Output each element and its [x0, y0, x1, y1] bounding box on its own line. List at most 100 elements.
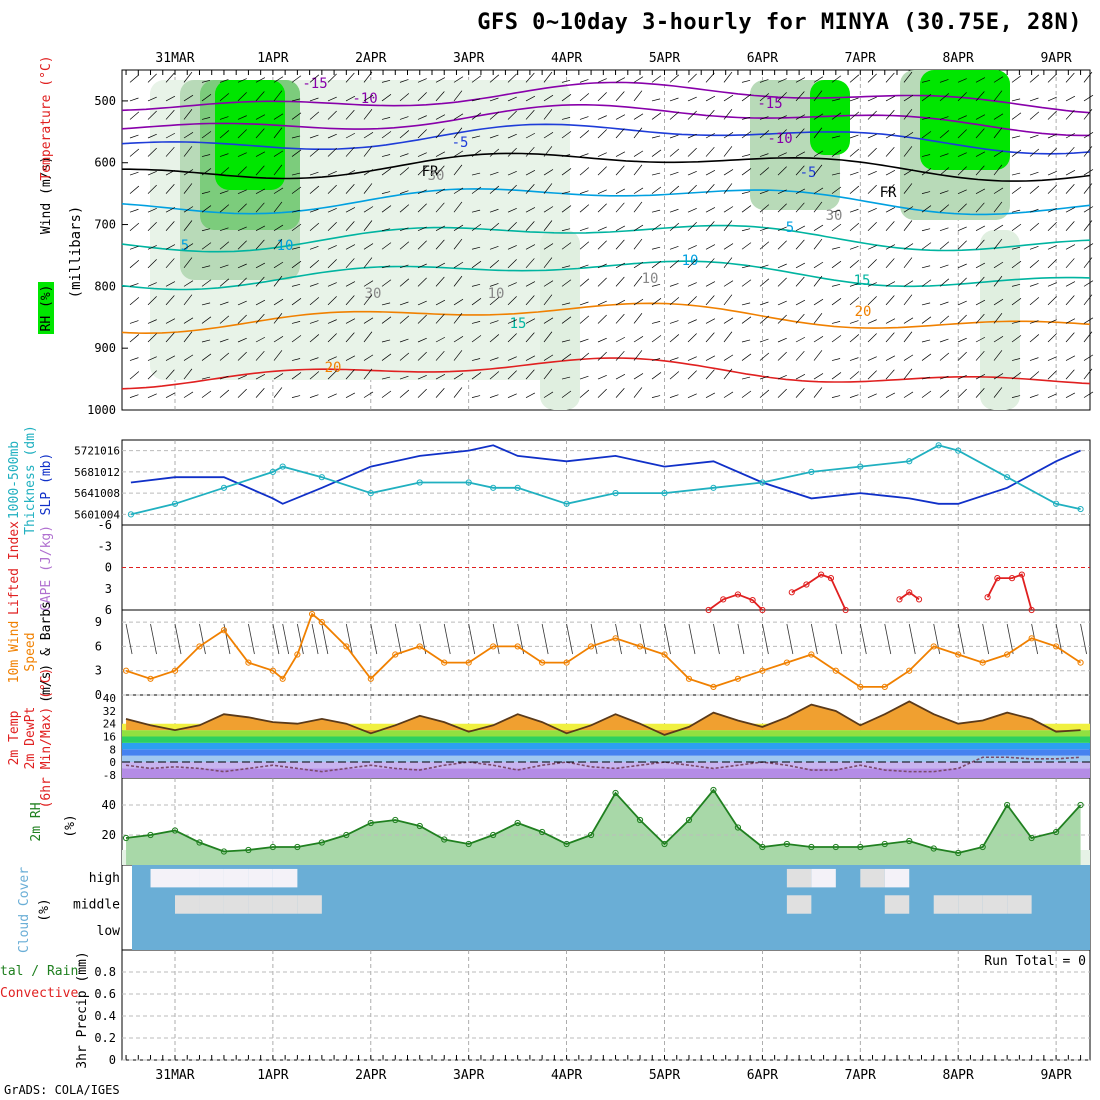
wind-barb — [813, 224, 824, 232]
wind-barb — [615, 239, 625, 250]
wind-barb — [651, 149, 662, 157]
wind-barb — [255, 299, 266, 306]
cloud-cell — [786, 895, 812, 914]
wind-barb — [255, 91, 265, 102]
wind-barb — [813, 76, 824, 83]
wind-barb — [777, 337, 787, 343]
rh2m-line — [125, 788, 1082, 854]
wind-barb — [147, 208, 157, 213]
wind-barb — [399, 338, 409, 343]
wind-barb — [885, 369, 895, 380]
wind-barb — [957, 129, 967, 139]
wind-barb — [327, 208, 337, 213]
wind-barb — [273, 350, 283, 361]
wind-barb — [993, 275, 1003, 287]
wind-barb — [921, 376, 931, 380]
wind-barb — [759, 130, 770, 139]
wind-barb — [1029, 320, 1039, 324]
wind-barb — [705, 369, 715, 380]
wind-barb — [417, 152, 427, 157]
wind-barb — [363, 220, 373, 231]
wind10m-barb — [957, 623, 965, 655]
wind-barb — [651, 335, 662, 343]
slp-line — [130, 444, 1081, 505]
rh2m-line-marker — [955, 849, 962, 857]
wind-barb — [543, 280, 554, 287]
wind-barb — [993, 298, 1004, 306]
temp-tick-label: 0 — [109, 756, 116, 769]
wind-barb — [291, 372, 302, 380]
wind-barb — [615, 299, 626, 306]
wind-barb — [813, 373, 824, 380]
wind-barb — [1011, 75, 1022, 83]
wind-barb — [759, 153, 769, 157]
wind-barb — [723, 146, 733, 157]
wind-barb — [849, 171, 859, 176]
wind-barb — [507, 259, 517, 269]
wind-barb — [543, 257, 553, 269]
wind-barb — [939, 116, 949, 120]
wind-barb — [993, 313, 1003, 324]
wind-barb — [237, 351, 247, 361]
wind-barb — [885, 258, 895, 269]
contour-label: 15 — [510, 316, 527, 332]
wind-barb — [237, 314, 247, 324]
wind-barb — [579, 278, 590, 287]
rh-legend-swatch — [38, 282, 54, 334]
wind-barb — [129, 208, 139, 213]
wind-barb — [1065, 258, 1075, 269]
wind10m-line-marker — [1028, 635, 1035, 642]
wind10m-barb — [468, 623, 476, 655]
wind-barb — [849, 357, 859, 361]
wind-barb — [921, 191, 931, 194]
wind-barb — [561, 242, 572, 250]
wind-barb — [525, 72, 535, 83]
wind-barb — [273, 201, 283, 213]
wind-barb — [453, 127, 463, 139]
bottom-date-label: 6APR — [747, 1068, 778, 1083]
wind-barb — [1047, 110, 1057, 120]
wind-barb — [831, 246, 841, 250]
wind-barb — [489, 208, 499, 213]
li-tick-label: 0 — [105, 561, 112, 575]
wind-barb — [759, 352, 770, 361]
wind-barb — [273, 298, 284, 306]
temperature-color-band — [122, 742, 1090, 750]
wind-barb — [471, 112, 482, 120]
wind-barb — [885, 95, 896, 102]
wind-barb — [237, 78, 247, 83]
wind-barb — [579, 375, 589, 380]
wind10m-line-marker — [1077, 659, 1084, 666]
wind-barb — [741, 191, 751, 194]
wind-barb — [723, 280, 734, 287]
wind-barb — [1029, 185, 1040, 194]
wind-barb — [561, 302, 571, 306]
wind-barb — [903, 280, 914, 287]
wind-barb — [147, 259, 157, 269]
wind-barb — [849, 297, 860, 306]
wind-barb — [687, 333, 697, 343]
cloud-label-b: (%) — [37, 898, 52, 921]
wind-barb — [615, 165, 625, 176]
wind-barb — [885, 184, 895, 194]
wind-barb — [705, 221, 715, 231]
wind-barb — [489, 134, 499, 139]
wind-barb — [1011, 209, 1021, 213]
wind-barb — [435, 262, 446, 269]
wind-barb — [309, 283, 319, 287]
rh2m-fill — [126, 790, 1081, 865]
wind-barb — [597, 166, 607, 176]
wind-barb — [255, 262, 266, 269]
rh2m-line-marker — [930, 845, 937, 852]
wind-barb — [219, 315, 230, 324]
bottom-date-label: 3APR — [453, 1068, 484, 1083]
wind-barb — [183, 331, 193, 343]
wind-barb — [309, 334, 320, 343]
wind-barb — [867, 296, 877, 306]
wind-barb — [1029, 297, 1040, 306]
wind-barb — [741, 376, 751, 380]
wind-barb — [975, 165, 985, 176]
wind-barb — [471, 209, 481, 213]
wind-barb — [165, 244, 176, 250]
wind-barb — [705, 207, 716, 213]
